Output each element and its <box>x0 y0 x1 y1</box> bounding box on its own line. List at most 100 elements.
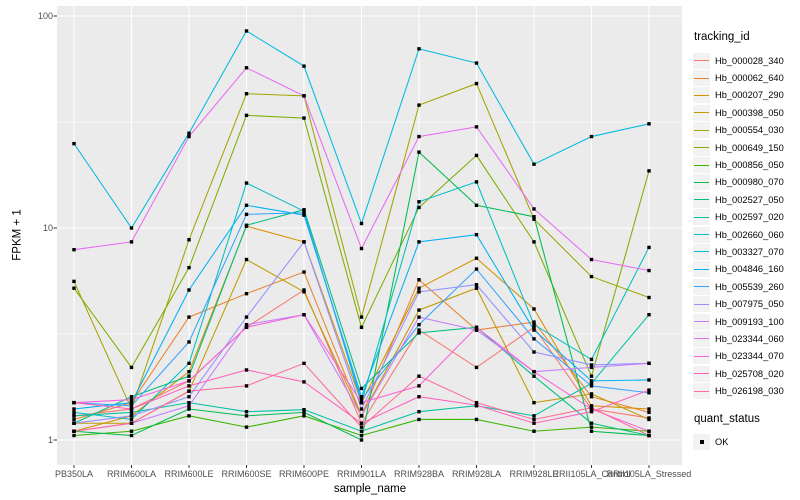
data-point-marker <box>129 429 134 433</box>
data-point-marker <box>417 290 421 294</box>
data-point-marker <box>187 361 191 366</box>
legend-key <box>693 191 710 208</box>
legend-key-line-icon <box>694 355 709 357</box>
data-point-marker <box>187 131 191 135</box>
data-point-marker <box>187 134 191 139</box>
data-point-marker <box>474 203 479 207</box>
data-point-marker <box>532 207 536 211</box>
data-point-marker <box>474 256 479 260</box>
legend-item-label: Hb_002660_060 <box>715 229 784 240</box>
legend-key-line-icon <box>694 303 709 305</box>
data-point-marker <box>72 429 76 433</box>
legend-key-line-icon <box>694 373 709 375</box>
x-tick-label-RRIM928LA: RRIM928LA <box>451 469 502 479</box>
data-point-marker <box>72 433 76 438</box>
data-point-marker <box>417 103 421 107</box>
data-point-marker <box>417 240 421 244</box>
legend-entries: Hb_000028_340 Hb_000062_640 Hb_000207_290 H… <box>693 52 799 400</box>
data-point-marker <box>302 213 306 217</box>
legend-item-label: Hb_005539_260 <box>715 281 784 292</box>
data-point-marker <box>359 429 364 433</box>
data-point-marker <box>417 315 421 319</box>
data-point-marker <box>589 363 594 367</box>
data-point-marker <box>532 374 536 378</box>
legend-item-Hb_026198_030: Hb_026198_030 <box>693 382 799 400</box>
data-point-marker <box>302 94 306 98</box>
legend-key-line-icon <box>694 286 709 288</box>
data-point-marker <box>589 381 594 386</box>
data-point-marker <box>647 388 651 392</box>
legend-key <box>693 104 710 121</box>
data-point-marker <box>647 433 651 438</box>
legend-item-Hb_000398_050: Hb_000398_050 <box>693 104 799 121</box>
data-point-marker <box>647 417 651 422</box>
data-point-marker <box>359 325 364 330</box>
data-point-marker <box>129 395 134 399</box>
legend-item-label: Hb_023344_060 <box>715 333 784 344</box>
data-point-marker <box>244 384 249 388</box>
legend-key-line-icon <box>694 77 709 79</box>
data-point-marker <box>589 392 594 396</box>
x-tick-label-RRIM928LE: RRIM928LE <box>509 469 559 479</box>
data-point-marker <box>129 240 134 244</box>
data-point-marker <box>532 414 536 418</box>
data-point-marker <box>187 407 191 411</box>
data-point-marker <box>244 322 249 327</box>
data-point-marker <box>589 404 594 408</box>
data-point-marker <box>589 384 594 388</box>
legend-key <box>693 278 710 295</box>
data-point-marker <box>244 414 249 418</box>
data-point-marker <box>302 361 306 366</box>
data-point-marker <box>417 328 421 332</box>
data-point-marker <box>417 322 421 327</box>
legend-key <box>693 70 710 87</box>
legend-item-label: Hb_002597_020 <box>715 212 784 223</box>
data-point-marker <box>589 379 594 383</box>
data-point-marker <box>474 400 479 405</box>
data-point-marker <box>72 248 76 252</box>
data-point-marker <box>359 386 364 391</box>
data-point-marker <box>417 47 421 51</box>
data-point-marker <box>129 226 134 230</box>
data-point-marker <box>129 397 134 402</box>
data-point-marker <box>302 270 306 274</box>
data-point-marker <box>532 350 536 354</box>
data-point-marker <box>417 374 421 378</box>
legend-key <box>693 174 710 191</box>
data-point-marker <box>302 116 306 120</box>
data-point-marker <box>187 404 191 408</box>
data-point-marker <box>244 203 249 207</box>
legend: tracking_id Hb_000028_340 Hb_000062_640 Hb… <box>693 31 799 450</box>
data-point-marker <box>187 400 191 405</box>
quant-status-label: OK <box>715 436 729 447</box>
legend-title-quant-status: quant_status <box>694 412 760 425</box>
data-point-marker <box>359 433 364 438</box>
data-point-marker <box>647 429 651 433</box>
data-point-marker <box>647 391 651 395</box>
legend-key-line-icon <box>694 164 709 166</box>
data-point-marker <box>474 403 479 407</box>
data-point-marker <box>244 368 249 372</box>
legend-key <box>693 313 710 330</box>
x-tick-label-RRII105LA_Control: RRII105LA_Control <box>552 469 631 479</box>
data-point-marker <box>72 400 76 405</box>
legend-key-line-icon <box>694 129 709 131</box>
legend-key <box>693 87 710 104</box>
data-point-marker <box>129 365 134 370</box>
data-point-marker <box>589 134 594 139</box>
legend-item-label: Hb_000398_050 <box>715 107 784 118</box>
data-point-marker <box>532 322 536 327</box>
data-point-marker <box>474 153 479 158</box>
legend-key-line-icon <box>694 321 709 323</box>
legend-key <box>693 209 710 226</box>
data-point-marker <box>647 312 651 317</box>
data-point-marker <box>359 407 364 411</box>
data-point-marker <box>129 417 134 422</box>
data-point-marker <box>129 400 134 405</box>
data-point-marker <box>474 325 479 330</box>
data-point-marker <box>532 337 536 341</box>
legend-item-Hb_007975_050: Hb_007975_050 <box>693 295 799 313</box>
x-axis-title: sample_name <box>333 483 407 495</box>
data-point-marker <box>589 395 594 399</box>
legend-item-label: Hb_025708_020 <box>715 368 784 379</box>
